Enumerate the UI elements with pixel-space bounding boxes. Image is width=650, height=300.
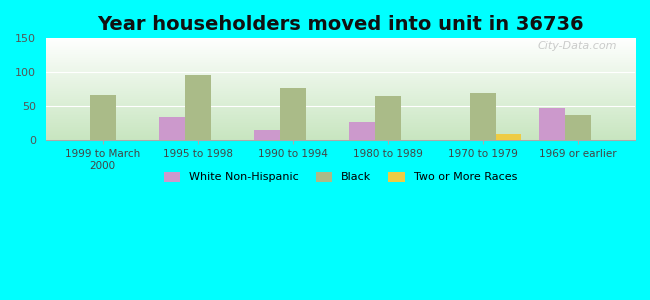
Bar	[185, 75, 211, 140]
Bar	[375, 95, 400, 140]
Legend: White Non-Hispanic, Black, Two or More Races: White Non-Hispanic, Black, Two or More R…	[158, 166, 523, 188]
Bar	[159, 117, 185, 140]
Title: Year householders moved into unit in 36736: Year householders moved into unit in 367…	[97, 15, 584, 34]
Bar	[254, 130, 280, 140]
Bar	[496, 134, 521, 140]
Bar	[565, 115, 591, 140]
Bar	[280, 88, 305, 140]
Bar	[350, 122, 375, 140]
Bar	[540, 108, 565, 140]
Bar	[90, 95, 116, 140]
Text: City-Data.com: City-Data.com	[538, 41, 618, 51]
Bar	[470, 94, 496, 140]
